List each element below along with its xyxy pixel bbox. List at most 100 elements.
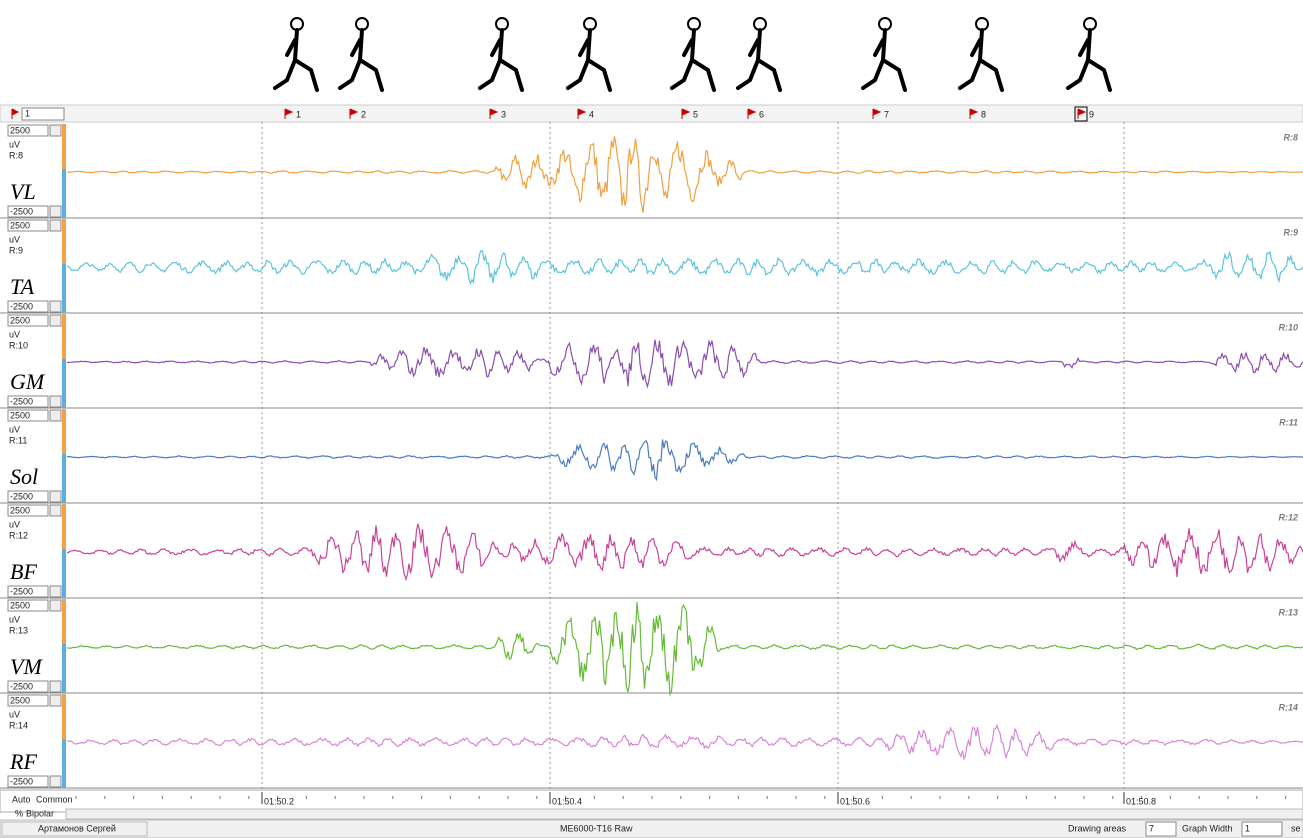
emg-trace xyxy=(67,726,1303,759)
figure-body xyxy=(738,30,780,90)
channel-id-right: R:12 xyxy=(1278,512,1298,522)
scale-strip-top xyxy=(62,409,66,454)
scale-strip-bottom xyxy=(62,169,66,218)
status-user: Артамонов Сергей xyxy=(38,823,116,833)
muscle-label: TA xyxy=(10,274,35,299)
drawing-areas-value: 7 xyxy=(1149,823,1154,833)
max-value: 2500 xyxy=(10,220,30,230)
min-spinner[interactable] xyxy=(50,491,61,502)
max-spinner[interactable] xyxy=(50,315,61,326)
muscle-label: GM xyxy=(10,369,46,394)
tab-percent[interactable]: % xyxy=(15,808,23,818)
stick-figure xyxy=(960,18,1002,90)
tab-bipolar[interactable]: Bipolar xyxy=(26,808,54,818)
max-value: 2500 xyxy=(10,600,30,610)
emg-trace xyxy=(67,440,1303,480)
min-value: -2500 xyxy=(10,491,33,501)
figure-body xyxy=(863,30,905,90)
unit-label: uV xyxy=(9,614,20,624)
unit-label: uV xyxy=(9,139,20,149)
unit-label: uV xyxy=(9,709,20,719)
min-value: -2500 xyxy=(10,586,33,596)
min-spinner[interactable] xyxy=(50,586,61,597)
min-spinner[interactable] xyxy=(50,206,61,217)
max-spinner[interactable] xyxy=(50,600,61,611)
channel-id-right: R:14 xyxy=(1278,702,1298,712)
emg-trace xyxy=(67,524,1303,579)
figure-body xyxy=(340,30,382,90)
marker-label: 5 xyxy=(693,109,698,119)
scale-strip-top xyxy=(62,219,66,264)
max-spinner[interactable] xyxy=(50,505,61,516)
tab-common[interactable]: Common xyxy=(36,794,73,804)
scrollbar[interactable] xyxy=(66,809,1303,819)
graph-width-unit: se xyxy=(1291,823,1301,833)
time-label: 01:50.6 xyxy=(840,796,870,806)
tab-auto[interactable]: Auto xyxy=(12,794,31,804)
scale-strip-bottom xyxy=(62,644,66,693)
marker-label: 1 xyxy=(296,109,301,119)
emg-trace xyxy=(67,136,1303,212)
muscle-label: RF xyxy=(9,749,37,774)
time-label: 01:50.4 xyxy=(552,796,582,806)
channel-id-right: R:10 xyxy=(1278,322,1298,332)
drawing-areas-label: Drawing areas xyxy=(1068,823,1127,833)
marker-label: 8 xyxy=(981,109,986,119)
min-value: -2500 xyxy=(10,301,33,311)
scale-strip-top xyxy=(62,124,66,169)
max-spinner[interactable] xyxy=(50,410,61,421)
channel-id: R:12 xyxy=(9,530,28,540)
emg-trace xyxy=(67,340,1303,387)
stick-figure xyxy=(863,18,905,90)
min-spinner[interactable] xyxy=(50,396,61,407)
channel-id-right: R:8 xyxy=(1283,132,1298,142)
scale-strip-top xyxy=(62,599,66,644)
graph-width-label: Graph Width xyxy=(1182,823,1233,833)
figure-body xyxy=(672,30,714,90)
max-spinner[interactable] xyxy=(50,220,61,231)
emg-trace xyxy=(67,602,1303,694)
min-spinner[interactable] xyxy=(50,776,61,787)
time-label: 01:50.8 xyxy=(1126,796,1156,806)
stick-figure xyxy=(340,18,382,90)
marker-label: 3 xyxy=(501,109,506,119)
emg-trace xyxy=(67,251,1303,284)
max-spinner[interactable] xyxy=(50,125,61,136)
channel-id: R:8 xyxy=(9,150,23,160)
scale-strip-bottom xyxy=(62,739,66,788)
channel-id: R:11 xyxy=(9,435,27,445)
scale-strip-top xyxy=(62,504,66,549)
max-value: 2500 xyxy=(10,315,30,325)
max-value: 2500 xyxy=(10,695,30,705)
stick-figure xyxy=(275,18,317,90)
marker-label: 7 xyxy=(884,109,889,119)
figure-body xyxy=(480,30,522,90)
scale-strip-bottom xyxy=(62,549,66,598)
figure-body xyxy=(275,30,317,90)
stick-figure xyxy=(1068,18,1110,90)
stick-figure xyxy=(672,18,714,90)
muscle-label: BF xyxy=(10,559,37,584)
scale-strip-bottom xyxy=(62,264,66,313)
min-value: -2500 xyxy=(10,681,33,691)
min-spinner[interactable] xyxy=(50,301,61,312)
stick-figure xyxy=(568,18,610,90)
min-spinner[interactable] xyxy=(50,681,61,692)
scale-strip-bottom xyxy=(62,359,66,408)
unit-label: uV xyxy=(9,424,20,434)
marker-label: 6 xyxy=(759,109,764,119)
max-value: 2500 xyxy=(10,410,30,420)
channel-id: R:13 xyxy=(9,625,28,635)
muscle-label: VL xyxy=(10,179,36,204)
figure-body xyxy=(568,30,610,90)
min-value: -2500 xyxy=(10,206,33,216)
muscle-label: Sol xyxy=(10,464,38,489)
unit-label: uV xyxy=(9,329,20,339)
max-spinner[interactable] xyxy=(50,695,61,706)
stick-figure xyxy=(480,18,522,90)
stick-figure xyxy=(738,18,780,90)
marker-label: 4 xyxy=(589,109,594,119)
channel-id: R:10 xyxy=(9,340,28,350)
channel-id-right: R:9 xyxy=(1283,227,1298,237)
marker-label: 9 xyxy=(1089,109,1094,119)
